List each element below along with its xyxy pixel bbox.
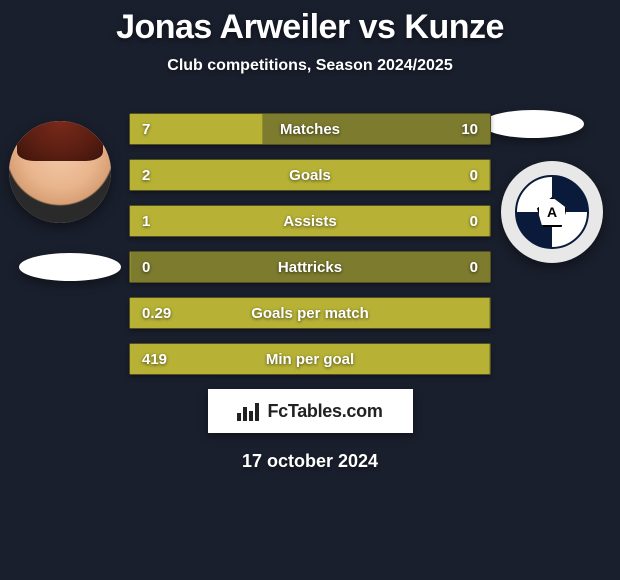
decor-ellipse-right <box>482 110 584 138</box>
hair-shape <box>17 121 103 161</box>
brand-text: FcTables.com <box>267 401 382 422</box>
stat-row-fill <box>130 298 490 328</box>
club-badge-icon: A <box>515 175 589 249</box>
decor-ellipse-left <box>19 253 121 281</box>
stat-label: Hattricks <box>130 259 490 276</box>
stat-row-fill <box>130 114 263 144</box>
stat-right-value: 10 <box>461 121 478 138</box>
player-right-avatar: A <box>501 161 603 263</box>
stat-row-fill <box>130 252 131 282</box>
stat-row-fill <box>130 160 490 190</box>
page-title: Jonas Arweiler vs Kunze <box>0 8 620 47</box>
stat-row: 2Goals0 <box>129 159 491 191</box>
brand-box[interactable]: FcTables.com <box>208 389 413 433</box>
comparison-date: 17 october 2024 <box>0 451 620 472</box>
stat-left-value: 0 <box>142 259 150 276</box>
stat-row: 0Hattricks0 <box>129 251 491 283</box>
stat-row: 7Matches10 <box>129 113 491 145</box>
bars-icon <box>237 401 261 421</box>
stat-row: 419Min per goal <box>129 343 491 375</box>
stat-row-fill <box>130 344 490 374</box>
face-placeholder <box>9 121 111 223</box>
stat-row: 1Assists0 <box>129 205 491 237</box>
stat-row: 0.29Goals per match <box>129 297 491 329</box>
badge-flag: A <box>515 175 589 249</box>
player-left-avatar <box>9 121 111 223</box>
subtitle: Club competitions, Season 2024/2025 <box>0 57 620 75</box>
badge-letter: A <box>537 197 567 227</box>
stats-area: A 7Matches102Goals01Assists00Hattricks00… <box>0 113 620 375</box>
stat-row-fill <box>130 206 490 236</box>
comparison-card: Jonas Arweiler vs Kunze Club competition… <box>0 0 620 472</box>
stat-right-value: 0 <box>470 259 478 276</box>
stat-rows: 7Matches10 2Goals0 1Assists0 0Hattricks0 0.2… <box>129 113 491 375</box>
